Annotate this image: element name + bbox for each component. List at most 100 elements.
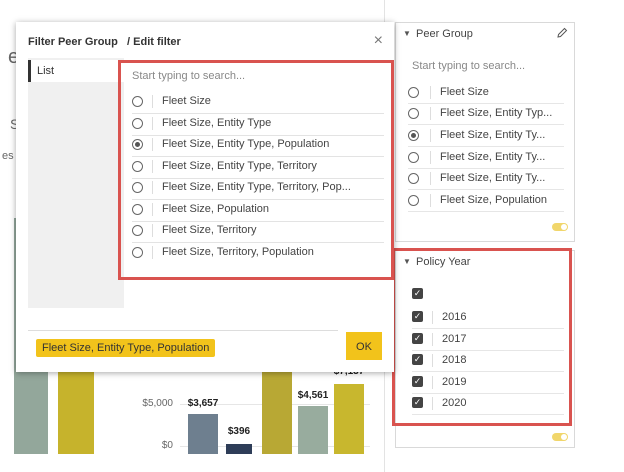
pencil-icon[interactable] <box>556 27 568 39</box>
modal-option[interactable]: Fleet Size, Entity Type <box>132 114 384 136</box>
options-highlight <box>118 60 394 280</box>
option-label: Fleet Size, Entity Type <box>162 117 272 129</box>
option-label: Fleet Size, Territory <box>162 224 257 236</box>
radio-icon[interactable] <box>408 173 419 184</box>
radio-selected-icon[interactable] <box>132 139 143 150</box>
peer-group-option[interactable]: Fleet Size <box>408 83 564 104</box>
radio-icon[interactable] <box>132 161 143 172</box>
policy-year-toggle[interactable] <box>552 433 568 441</box>
modal-search-input[interactable]: Start typing to search... <box>132 70 246 82</box>
radio-icon[interactable] <box>132 225 143 236</box>
bg-bar <box>262 372 292 454</box>
y-tick-label: $0 <box>161 440 173 451</box>
checkbox-checked-icon[interactable]: ✓ <box>412 354 423 365</box>
radio-icon[interactable] <box>132 96 143 107</box>
radio-selected-icon[interactable] <box>408 130 419 141</box>
checkbox-checked-icon[interactable]: ✓ <box>412 311 423 322</box>
option-label: Fleet Size, Entity Ty... <box>440 151 546 163</box>
separator <box>152 117 153 130</box>
policy-year-title: Policy Year <box>416 256 471 268</box>
option-label: Fleet Size <box>440 86 489 98</box>
policy-year-highlight <box>392 248 572 426</box>
policy-year-option[interactable]: ✓ 2017 <box>412 330 564 351</box>
separator <box>430 194 431 207</box>
select-all-checkbox[interactable]: ✓ <box>412 288 423 299</box>
radio-icon[interactable] <box>132 247 143 258</box>
report-text-fragment: es <box>2 150 14 162</box>
divider <box>28 330 338 331</box>
chevron-down-icon[interactable]: ▼ <box>403 29 411 38</box>
separator <box>430 172 431 185</box>
policy-year-header[interactable]: ▼ Policy Year <box>396 251 574 273</box>
filter-peer-group-modal: Filter Peer Group / Edit filter × List S… <box>16 22 394 372</box>
option-label: Fleet Size, Entity Type, Population <box>162 138 330 150</box>
policy-year-option[interactable]: ✓ 2019 <box>412 373 564 394</box>
chevron-down-icon[interactable]: ▼ <box>403 257 411 266</box>
modal-option[interactable]: Fleet Size, Entity Type, Territory, Pop.… <box>132 178 384 200</box>
policy-year-option[interactable]: ✓ 2018 <box>412 351 564 372</box>
separator <box>432 311 433 324</box>
close-icon[interactable]: × <box>373 32 383 49</box>
separator <box>432 376 433 389</box>
separator <box>432 354 433 367</box>
separator <box>430 86 431 99</box>
option-label: Fleet Size, Population <box>162 203 270 215</box>
ok-button[interactable]: OK <box>346 332 382 360</box>
peer-group-option[interactable]: Fleet Size, Entity Typ... <box>408 104 564 125</box>
checkbox-checked-icon[interactable]: ✓ <box>412 397 423 408</box>
peer-group-title: Peer Group <box>416 28 473 40</box>
option-label: Fleet Size, Entity Typ... <box>440 107 553 119</box>
report-subtitle-fragment: S <box>10 116 20 132</box>
radio-icon[interactable] <box>408 87 419 98</box>
bar-7137 <box>334 384 364 454</box>
peer-group-option[interactable]: Fleet Size, Entity Ty... <box>408 148 564 169</box>
modal-option[interactable]: Fleet Size <box>132 92 384 114</box>
peer-group-option[interactable]: Fleet Size, Entity Ty... <box>408 169 564 190</box>
modal-subtitle-text: / Edit filter <box>127 36 181 48</box>
radio-icon[interactable] <box>132 204 143 215</box>
modal-option[interactable]: Fleet Size, Entity Type, Territory <box>132 157 384 179</box>
policy-year-option[interactable]: ✓ 2016 <box>412 308 564 329</box>
radio-icon[interactable] <box>132 118 143 129</box>
modal-option[interactable]: Fleet Size, Territory, Population <box>132 243 384 264</box>
peer-group-search-input[interactable]: Start typing to search... <box>412 60 526 72</box>
option-label: Fleet Size, Territory, Population <box>162 246 314 258</box>
separator <box>152 160 153 173</box>
bar-4561 <box>298 406 328 454</box>
option-label: Fleet Size <box>162 95 211 107</box>
policy-year-option[interactable]: ✓ 2020 <box>412 394 564 415</box>
separator <box>152 181 153 194</box>
separator <box>430 129 431 142</box>
options-area: Start typing to search... Fleet Size Fle… <box>118 58 394 302</box>
option-label: Fleet Size, Entity Ty... <box>440 172 546 184</box>
separator <box>152 246 153 259</box>
option-label: 2018 <box>442 354 467 366</box>
modal-option[interactable]: Fleet Size, Territory <box>132 221 384 243</box>
radio-icon[interactable] <box>408 108 419 119</box>
radio-icon[interactable] <box>408 195 419 206</box>
peer-group-option[interactable]: Fleet Size, Entity Ty... <box>408 126 564 147</box>
data-label: $4,561 <box>297 390 329 401</box>
option-label: Fleet Size, Entity Ty... <box>440 129 546 141</box>
separator <box>432 397 433 410</box>
radio-icon[interactable] <box>408 152 419 163</box>
policy-year-panel: ▼ Policy Year ✓ ✓ 2016 ✓ 2017 ✓ 2018 ✓ 2… <box>395 250 575 448</box>
peer-group-option[interactable]: Fleet Size, Population <box>408 191 564 212</box>
option-label: Fleet Size, Entity Type, Territory, Pop.… <box>162 181 351 193</box>
modal-title-text: Filter Peer Group <box>28 36 118 48</box>
option-label: 2019 <box>442 376 467 388</box>
peer-group-header[interactable]: ▼ Peer Group <box>396 23 574 45</box>
nav-item-list[interactable]: List <box>28 60 127 82</box>
radio-icon[interactable] <box>132 182 143 193</box>
data-label: $3,657 <box>187 398 219 409</box>
checkbox-checked-icon[interactable]: ✓ <box>412 333 423 344</box>
bg-bar <box>58 372 94 454</box>
modal-option[interactable]: Fleet Size, Entity Type, Population <box>132 135 384 157</box>
checkbox-checked-icon[interactable]: ✓ <box>412 376 423 387</box>
selected-chip[interactable]: Fleet Size, Entity Type, Population <box>36 339 216 357</box>
modal-title: Filter Peer Group / Edit filter <box>28 36 181 48</box>
option-label: 2016 <box>442 311 467 323</box>
modal-option[interactable]: Fleet Size, Population <box>132 200 384 222</box>
peer-group-toggle[interactable] <box>552 223 568 231</box>
modal-left-nav: List <box>28 58 127 308</box>
